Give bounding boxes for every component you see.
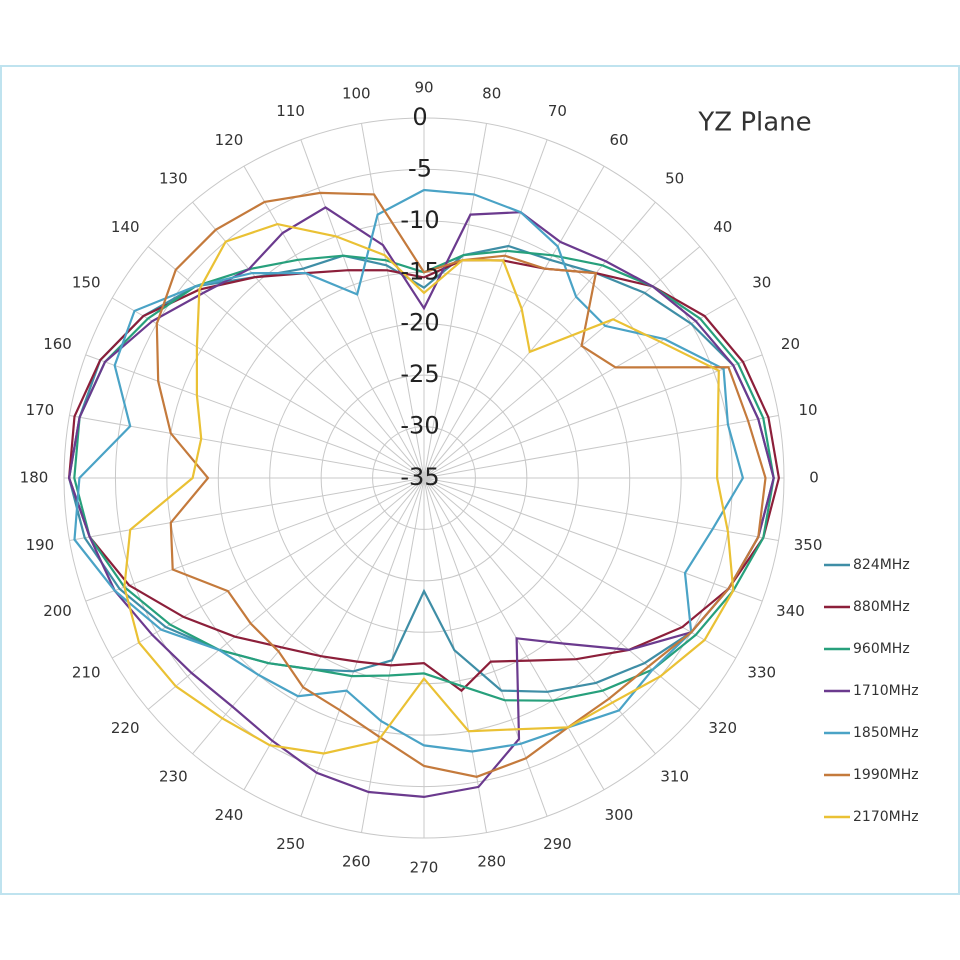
angle-label: 270 <box>410 859 439 877</box>
grid-ring <box>269 323 579 633</box>
angle-label: 330 <box>747 664 776 682</box>
spoke <box>423 354 763 479</box>
angle-label: 340 <box>776 602 805 620</box>
grid-ring <box>166 220 682 736</box>
angle-label: 80 <box>482 84 501 102</box>
angle-label: 170 <box>26 401 55 419</box>
r-tick-label: -30 <box>400 412 439 440</box>
spoke <box>300 139 425 479</box>
r-tick-label: -15 <box>400 257 439 285</box>
spoke <box>69 477 425 542</box>
frame <box>0 65 960 895</box>
series-line <box>123 222 735 755</box>
spoke <box>243 477 425 791</box>
spoke <box>423 477 763 602</box>
r-tick-label: -25 <box>400 360 439 388</box>
spoke <box>243 165 425 479</box>
legend-label: 1710MHz <box>853 683 919 699</box>
angle-label: 320 <box>708 719 737 737</box>
r-tick-label: -20 <box>400 309 439 337</box>
spoke <box>423 165 605 479</box>
angle-label: 200 <box>43 602 72 620</box>
legend-label: 960MHz <box>853 641 910 657</box>
angle-label: 120 <box>215 131 244 149</box>
series-line <box>67 206 775 799</box>
angle-label: 150 <box>72 274 101 292</box>
angle-label: 30 <box>752 274 771 292</box>
chart-title: YZ Plane <box>697 108 811 138</box>
spoke <box>423 139 548 479</box>
angle-label: 250 <box>276 835 305 853</box>
spoke <box>423 297 737 479</box>
r-tick-label: -10 <box>400 206 439 234</box>
angle-label: 140 <box>111 218 140 236</box>
angle-label: 210 <box>72 664 101 682</box>
spoke <box>360 477 425 833</box>
spoke <box>423 201 656 479</box>
angle-label: 310 <box>660 767 689 785</box>
spoke <box>192 201 425 479</box>
spoke <box>423 246 701 479</box>
spoke <box>423 414 779 479</box>
legend-label: 1850MHz <box>853 725 919 741</box>
angle-label: 190 <box>26 536 55 554</box>
spoke <box>423 477 656 755</box>
spoke <box>423 477 737 659</box>
angle-label: 20 <box>781 335 800 353</box>
spoke <box>85 354 425 479</box>
spoke <box>423 477 605 791</box>
grid-ring <box>372 426 476 530</box>
spoke <box>69 414 425 479</box>
angle-label: 100 <box>342 84 371 102</box>
grid-ring <box>114 168 734 788</box>
angle-label: 180 <box>20 469 49 487</box>
spoke <box>147 477 425 710</box>
spoke <box>192 477 425 755</box>
legend-label: 824MHz <box>853 557 910 573</box>
spoke <box>360 123 425 479</box>
legend-label: 2170MHz <box>853 809 919 825</box>
spoke <box>423 477 488 833</box>
spoke <box>147 246 425 479</box>
grid-ring <box>320 374 528 582</box>
angle-label: 220 <box>111 719 140 737</box>
r-tick-label: -5 <box>408 154 432 182</box>
spoke <box>85 477 425 602</box>
angle-label: 230 <box>159 767 188 785</box>
r-tick-label: -35 <box>400 463 439 491</box>
angle-label: 40 <box>713 218 732 236</box>
angle-label: 60 <box>609 131 628 149</box>
angle-label: 280 <box>477 853 506 871</box>
spoke <box>423 477 548 817</box>
angle-label: 130 <box>159 170 188 188</box>
angle-label: 70 <box>548 102 567 120</box>
angle-label: 290 <box>543 835 572 853</box>
grid-ring <box>63 117 785 839</box>
spoke <box>423 477 779 542</box>
spoke <box>111 477 425 659</box>
angle-label: 240 <box>215 806 244 824</box>
angle-label: 260 <box>342 853 371 871</box>
angle-label: 10 <box>799 401 818 419</box>
series-line <box>73 249 775 702</box>
angle-label: 110 <box>276 102 305 120</box>
r-tick-label: 0 <box>412 103 427 131</box>
angle-label: 50 <box>665 170 684 188</box>
angle-label: 90 <box>414 79 433 97</box>
spoke <box>423 477 701 710</box>
legend-label: 1990MHz <box>853 767 919 783</box>
angle-label: 160 <box>43 335 72 353</box>
legend-label: 880MHz <box>853 599 910 615</box>
angle-label: 350 <box>794 536 823 554</box>
angle-label: 300 <box>605 806 634 824</box>
spoke <box>111 297 425 479</box>
spoke <box>423 123 488 479</box>
spoke <box>300 477 425 817</box>
angle-label: 0 <box>809 469 819 487</box>
